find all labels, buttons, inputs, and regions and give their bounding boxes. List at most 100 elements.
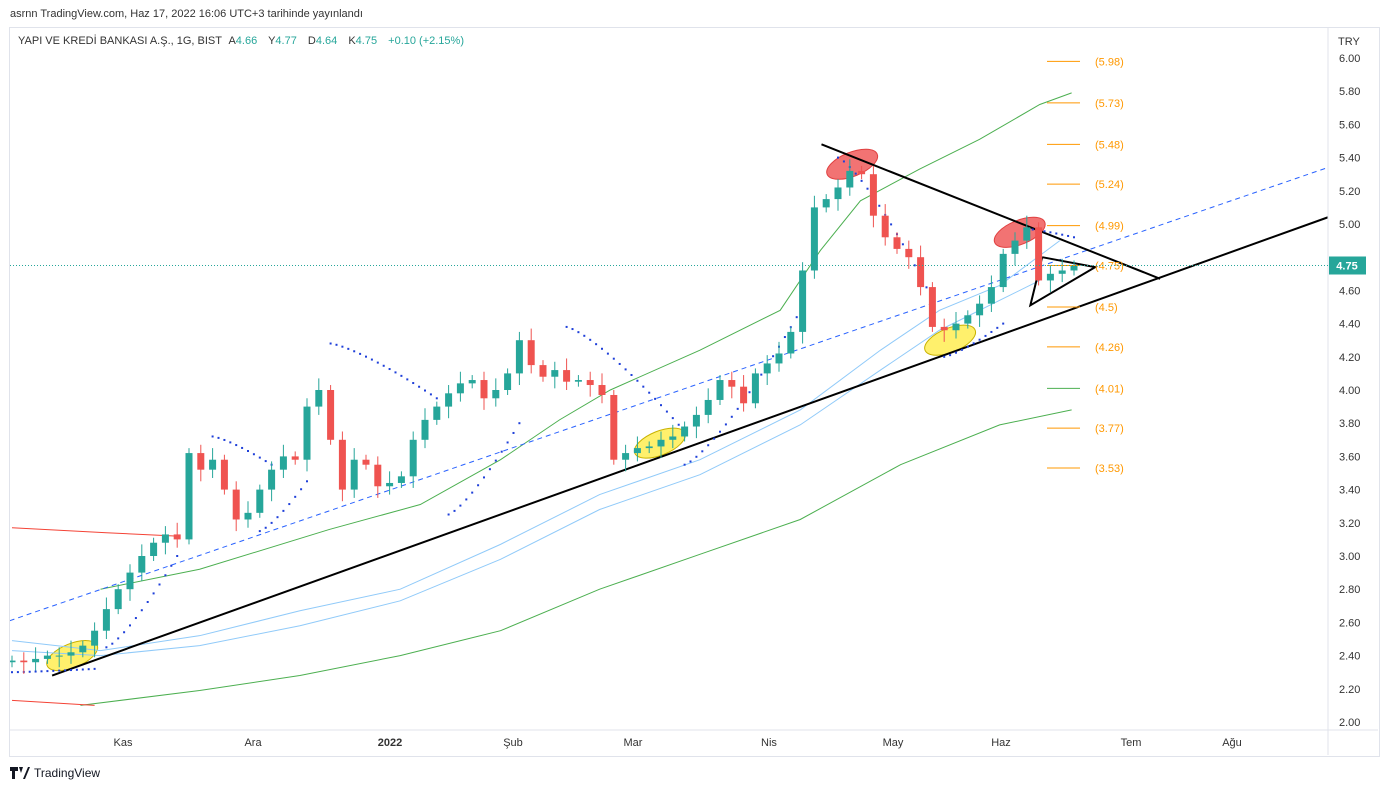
candle-body (928, 287, 936, 327)
psar-dot (512, 431, 515, 434)
psar-dot (264, 526, 267, 529)
psar-dot (1067, 234, 1070, 237)
psar-dot (105, 646, 108, 649)
candle-body (822, 199, 830, 208)
candle-body (515, 340, 523, 374)
candle-body (987, 287, 995, 304)
psar-dot (270, 521, 273, 524)
psar-dot (583, 334, 586, 337)
candle-body (834, 187, 842, 200)
psar-dot (247, 450, 249, 453)
psar-dot (388, 368, 391, 371)
chart-frame[interactable] (9, 27, 1380, 757)
candle-body (350, 459, 358, 490)
psar-dot (152, 592, 155, 595)
candle-body (126, 572, 134, 590)
low-value: D4.64 (308, 35, 341, 47)
price-tick-label: 6.00 (1339, 53, 1360, 65)
candle-body (55, 655, 63, 657)
candle-body (445, 393, 453, 407)
candle-body (893, 237, 901, 249)
candle-body (468, 380, 476, 384)
price-tick-label: 4.60 (1339, 285, 1360, 297)
psar-dot (636, 379, 639, 382)
candle-body (563, 370, 571, 382)
candle-body (586, 380, 594, 386)
candle-body (1046, 273, 1054, 281)
candle-body (102, 609, 110, 631)
candle-body (492, 390, 500, 399)
high-value: Y4.77 (268, 35, 301, 47)
candle-body (291, 456, 299, 460)
psar-dot (618, 362, 621, 365)
psar-dot (589, 338, 592, 341)
candle-body (952, 323, 960, 331)
candle-body (1035, 227, 1043, 281)
candle-body (751, 373, 759, 404)
psar-dot (978, 338, 981, 341)
candle-body (256, 489, 264, 513)
psar-dot (176, 555, 179, 557)
fib-level-label: (4.99) (1095, 221, 1124, 233)
symbol-legend: YAPI VE KREDİ BANKASI A.Ş., 1G, BIST A4.… (18, 35, 468, 47)
psar-dot (158, 583, 161, 586)
candle-body (1011, 240, 1019, 254)
plot-area: (5.98) (5.73) (5.48) (5.24) (4.99) (4.75) (4.5… (10, 56, 1328, 706)
candle-body (1070, 265, 1078, 271)
psar-dot (488, 468, 491, 471)
candle-body (79, 645, 87, 653)
psar-dot (376, 361, 379, 364)
high-number: 4.77 (275, 35, 297, 47)
last-price-label: 4.75 (1336, 261, 1357, 273)
tradingview-logo[interactable]: TradingView (10, 766, 100, 780)
psar-dot (630, 373, 633, 376)
candle-body (716, 380, 724, 400)
psar-dot (111, 642, 114, 645)
candle-body (598, 385, 606, 395)
candle-body (669, 436, 677, 440)
psar-dot (695, 455, 698, 458)
candle-body (114, 589, 122, 610)
ma-red-upper-line (11, 527, 178, 537)
psar-dot (306, 480, 308, 483)
candle-body (964, 315, 972, 324)
price-tick-label: 4.00 (1339, 385, 1360, 397)
candle-body (858, 170, 866, 175)
candle-body (728, 380, 736, 387)
psar-dot (16, 671, 19, 674)
psar-dot (164, 574, 167, 577)
psar-dot (341, 345, 344, 348)
candle-body (67, 652, 75, 656)
psar-dot (70, 669, 72, 672)
psar-dot (724, 423, 727, 426)
candle-body (409, 439, 417, 477)
psar-dot (612, 357, 615, 360)
close-number: 4.75 (355, 35, 378, 47)
psar-dot (58, 669, 61, 672)
candle-body (268, 469, 276, 490)
psar-dot (1049, 231, 1052, 234)
price-tick-label: 3.20 (1339, 518, 1360, 530)
psar-dot (943, 355, 946, 358)
psar-dot (494, 459, 497, 462)
price-tick-label: 3.80 (1339, 418, 1360, 430)
psar-dot (353, 350, 356, 353)
psar-dot (412, 382, 415, 385)
candle-body (197, 453, 205, 470)
psar-dot (901, 243, 904, 246)
candle-body (327, 390, 335, 440)
close-value: K4.75 (348, 35, 381, 47)
candle-body (999, 253, 1007, 288)
psar-dot (429, 393, 432, 396)
candle-body (810, 207, 818, 271)
psar-dot (40, 670, 43, 673)
triangle-pattern-line (1028, 256, 1099, 308)
psar-dot (382, 364, 385, 367)
candle-body (173, 534, 181, 540)
candle-body (362, 459, 370, 465)
candle-body (527, 340, 535, 366)
psar-dot (1055, 232, 1058, 235)
candle-body (303, 406, 311, 460)
price-tick-label: 3.60 (1339, 451, 1360, 463)
